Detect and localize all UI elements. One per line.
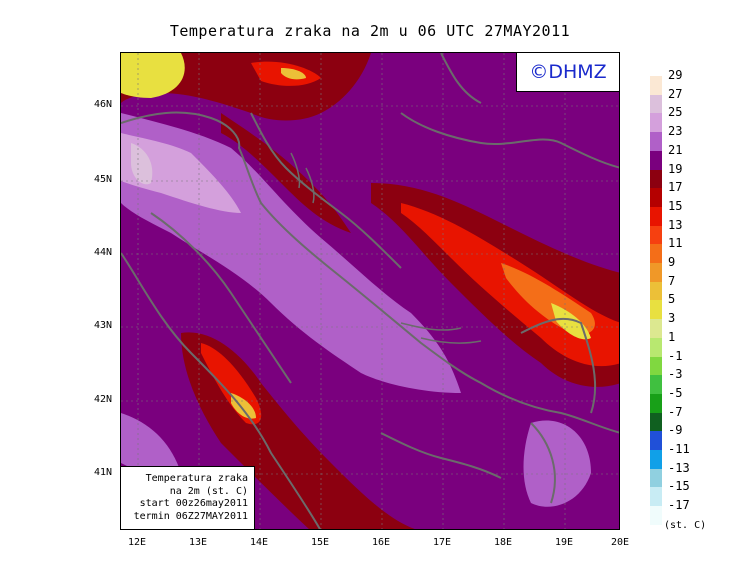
map-canvas: [121, 53, 619, 529]
temp-field-west-sea: [121, 413, 181, 478]
lon-label-18e: 18E: [493, 537, 513, 548]
temp-field-coast-band: [221, 113, 351, 233]
temp-field-sea-warmest: [131, 143, 153, 185]
legend-swatch: [650, 300, 662, 320]
lon-label-19e: 19E: [554, 537, 574, 548]
legend-label: 25: [668, 105, 683, 120]
legend-label: 29: [668, 68, 683, 82]
legend-swatch: [650, 188, 662, 208]
lat-label-43n: 43N: [93, 320, 112, 331]
lon-label-14e: 14E: [249, 537, 269, 548]
legend-swatch: [650, 506, 662, 526]
temp-field-north-cooler: [281, 68, 306, 80]
legend-swatch: [650, 412, 662, 432]
legend-swatch: [650, 225, 662, 245]
legend-swatch: [650, 169, 662, 189]
coastlines: [121, 53, 619, 529]
legend-label: -9: [668, 423, 683, 438]
legend-swatch: [650, 356, 662, 376]
legend-swatch: [650, 337, 662, 357]
lon-label-16e: 16E: [371, 537, 391, 548]
legend-swatch: [650, 206, 662, 226]
legend-label: 7: [668, 273, 676, 288]
legend-label: 9: [668, 255, 676, 269]
lon-label-20e: 20E: [610, 537, 630, 548]
legend-label: 21: [668, 142, 683, 157]
legend-swatch: [650, 375, 662, 395]
graticule: [121, 53, 619, 529]
legend-label: 11: [668, 236, 683, 251]
legend-swatch: [650, 431, 662, 451]
legend-label: -11: [668, 442, 690, 456]
lon-label-12e: 12E: [127, 537, 147, 548]
legend-label: -7: [668, 404, 683, 419]
legend-label: -17: [668, 498, 690, 513]
temp-field-south-sea: [523, 420, 591, 507]
legend-unit: (st. C): [664, 520, 707, 531]
lat-label-41n: 41N: [93, 467, 112, 478]
legend-swatch: [650, 468, 662, 488]
legend-swatch: [650, 244, 662, 264]
temp-field-inland-coldest: [551, 303, 591, 340]
lon-label-17e: 17E: [432, 537, 452, 548]
legend-swatch: [650, 76, 662, 95]
legend-swatch: [650, 393, 662, 413]
lat-label-45n: 45N: [93, 174, 112, 185]
lat-label-42n: 42N: [93, 394, 112, 405]
legend-label: 17: [668, 180, 683, 195]
legend-swatch: [650, 132, 662, 152]
legend-label: 15: [668, 198, 683, 213]
info-box: Temperatura zraka na 2m (st. C) start 00…: [120, 466, 255, 530]
dhmz-logo: ©DHMZ: [516, 52, 620, 92]
legend-label: 5: [668, 292, 676, 307]
legend-swatch: [650, 94, 662, 114]
legend-label: 19: [668, 161, 683, 176]
lon-label-15e: 15E: [310, 537, 330, 548]
legend-label: -1: [668, 348, 683, 363]
legend-swatch: [650, 150, 662, 170]
info-line-4: termin 06Z27MAY2011: [133, 510, 248, 522]
legend-label: -13: [668, 460, 690, 475]
legend-label: -3: [668, 367, 683, 382]
temp-field-north-cold: [121, 53, 185, 98]
legend-swatch: [650, 281, 662, 301]
info-line-2: na 2m (st. C): [169, 485, 248, 497]
legend-label: 1: [668, 329, 676, 344]
legend-swatch: [650, 319, 662, 339]
legend-label: -15: [668, 479, 690, 494]
info-line-1: Temperatura zraka: [145, 473, 248, 484]
temp-field-sea-warmer: [121, 133, 241, 213]
legend-swatch: [650, 263, 662, 282]
map-title: Temperatura zraka na 2m u 06 UTC 27MAY20…: [169, 22, 571, 40]
legend-label: -5: [668, 385, 683, 400]
lon-label-13e: 13E: [188, 537, 208, 548]
legend-swatch: [650, 487, 662, 507]
legend-swatch: [650, 450, 662, 469]
legend-label: 27: [668, 86, 683, 101]
temperature-map: [120, 52, 620, 530]
islands: [290, 152, 482, 344]
legend-label: 23: [668, 124, 683, 139]
temp-field-italy-cooler: [231, 393, 256, 419]
legend-label: 3: [668, 311, 676, 326]
lat-label-46n: 46N: [93, 99, 112, 110]
lat-label-44n: 44N: [93, 247, 112, 258]
legend-swatch: [650, 113, 662, 133]
info-line-3: start 00z26may2011: [139, 498, 248, 509]
legend-label: 13: [668, 217, 683, 232]
